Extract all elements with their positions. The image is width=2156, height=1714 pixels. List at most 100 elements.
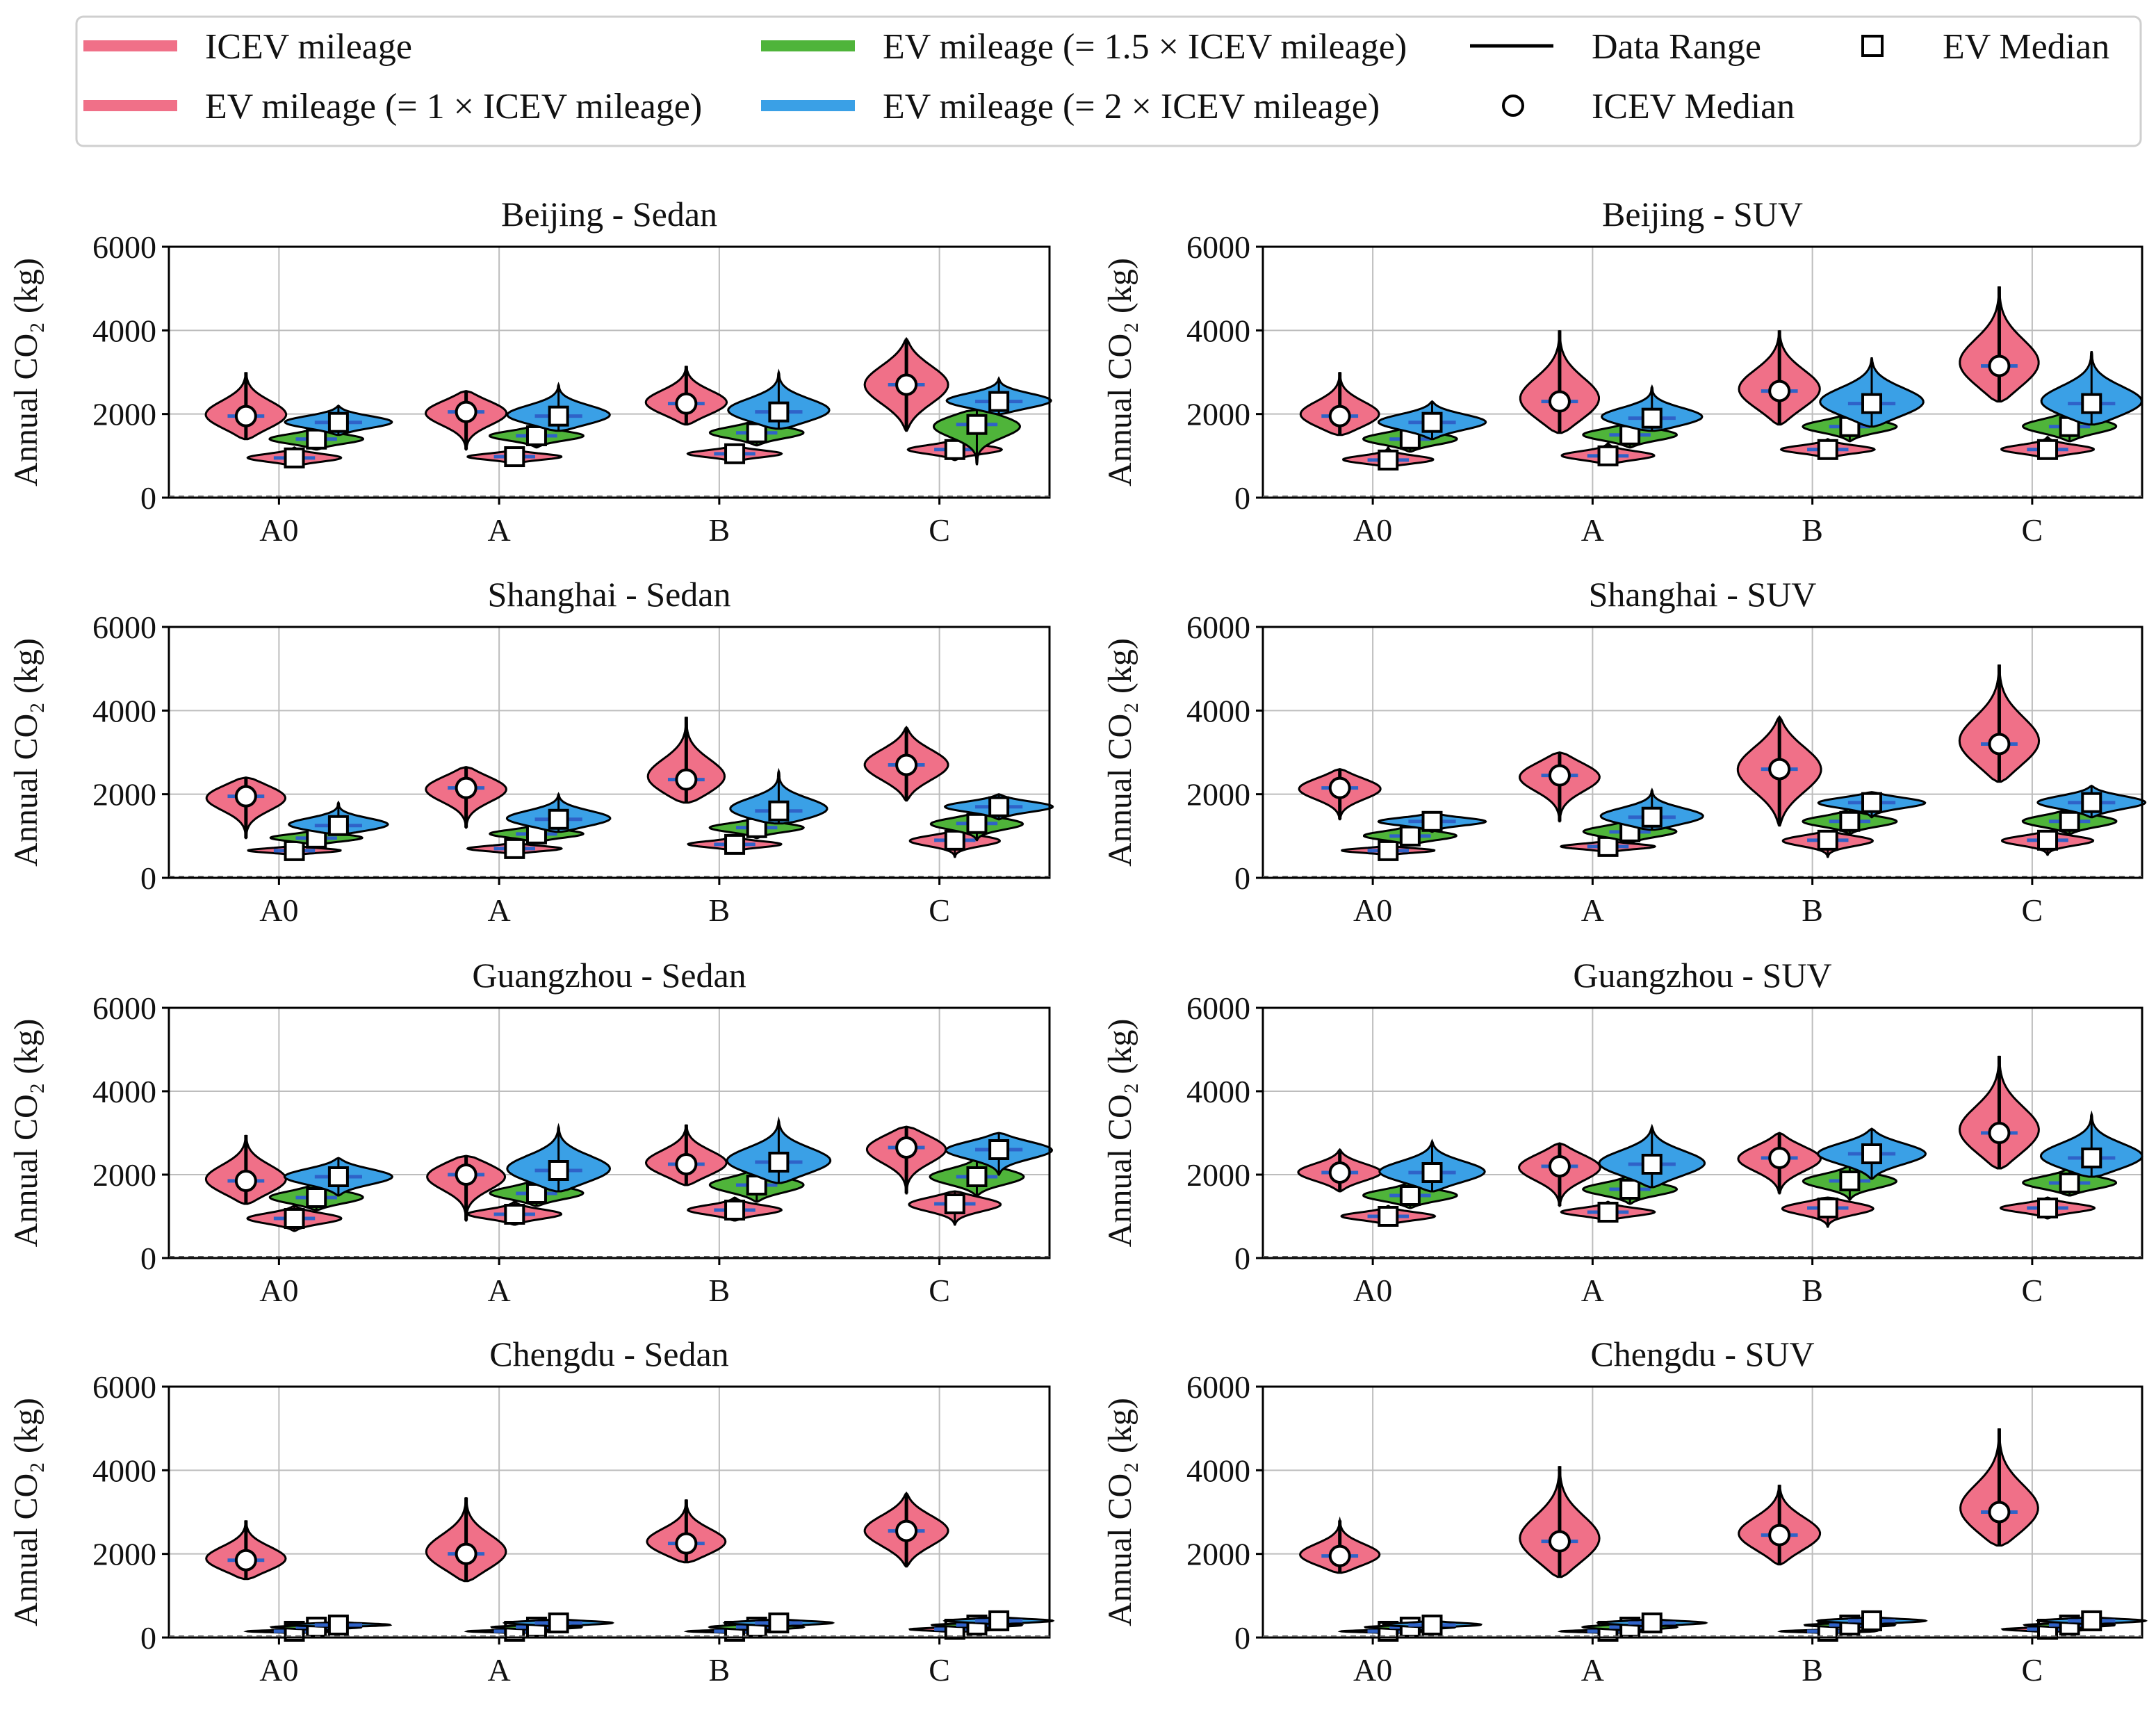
y-tick-label: 0 xyxy=(1234,1241,1250,1276)
ev-median-marker-ev2 xyxy=(1641,1154,1663,1175)
icev-median-marker xyxy=(1768,379,1791,402)
ev-median-marker-ev2 xyxy=(327,411,349,433)
ev-median-marker-ev2 xyxy=(1861,1143,1883,1164)
y-tick-label: 6000 xyxy=(92,1369,156,1405)
legend-item-ev1: EV mileage (= 1 × ICEV mileage) xyxy=(83,87,702,126)
ev-median-marker-ev2 xyxy=(1641,806,1663,828)
x-tick-label: C xyxy=(929,892,950,928)
x-tick-label: B xyxy=(1802,1652,1823,1688)
legend-item-icev_median: ICEV Median xyxy=(1502,87,1795,126)
panel-title: Beijing - Sedan xyxy=(501,195,717,234)
y-tick-label: 0 xyxy=(140,860,156,896)
y-axis-label: Annual CO₂ (kg) xyxy=(8,258,44,487)
ev-median-marker-ev2 xyxy=(2081,1610,2102,1631)
panel-7: 0 2000 4000 6000 A0 A B C Chengdu - SUV Annual CO… xyxy=(1102,1335,2148,1688)
ev-median-marker-ev15 xyxy=(2059,1173,2080,1193)
y-axis-label: Annual CO₂ (kg) xyxy=(1102,258,1138,487)
icev-median-marker xyxy=(895,1136,918,1159)
ev-median-marker-ev1 xyxy=(724,833,746,855)
axes-frame xyxy=(168,1385,1051,1639)
x-tick-label: C xyxy=(929,1273,950,1308)
icev-median-marker xyxy=(895,753,918,776)
x-tick-label: A xyxy=(1581,892,1604,928)
panel-5: 0 2000 4000 6000 A0 A B C Guangzhou - SUV Annual … xyxy=(1102,956,2143,1308)
legend-label-ev15: EV mileage (= 1.5 × ICEV mileage) xyxy=(883,27,1407,67)
y-tick-label: 6000 xyxy=(1186,610,1250,645)
y-tick-label: 0 xyxy=(140,1241,156,1276)
legend-label-ev2: EV mileage (= 2 × ICEV mileage) xyxy=(883,87,1380,126)
x-tick-label: A xyxy=(488,892,511,928)
ev-median-marker-ev15 xyxy=(2059,810,2080,832)
x-tick-label: A0 xyxy=(1353,1652,1392,1688)
icev-median-marker xyxy=(455,1542,477,1565)
ev-median-marker-ev15 xyxy=(1839,810,1861,832)
y-tick-label: 2000 xyxy=(1186,397,1250,432)
ev-median-marker-ev15 xyxy=(1399,1185,1421,1206)
x-tick-label: A xyxy=(488,1273,511,1308)
y-axis-label: Annual CO₂ (kg) xyxy=(8,1398,44,1626)
y-tick-label: 0 xyxy=(140,1620,156,1656)
axes-frame xyxy=(1261,1385,2143,1639)
icev-median-marker xyxy=(234,1549,257,1572)
legend-item-ev15: EV mileage (= 1.5 × ICEV mileage) xyxy=(761,27,1407,67)
axes-frame xyxy=(1261,245,2143,499)
legend-label-ev1: EV mileage (= 1 × ICEV mileage) xyxy=(205,87,702,126)
x-tick-label: C xyxy=(2022,512,2043,548)
ev-median-marker-ev1 xyxy=(284,1208,305,1229)
y-tick-label: 4000 xyxy=(1186,693,1250,728)
panel-6: 0 2000 4000 6000 A0 A B C Chengdu - Sedan Annual … xyxy=(8,1335,1055,1688)
legend-item-ev2: EV mileage (= 2 × ICEV mileage) xyxy=(761,87,1380,126)
ev-median-marker-ev1 xyxy=(1378,449,1399,471)
ev-median-marker-ev2 xyxy=(768,1152,790,1173)
icev-median-marker xyxy=(895,373,918,396)
x-tick-label: A0 xyxy=(1353,892,1392,928)
x-tick-label: C xyxy=(2022,892,2043,928)
panel-3: 0 2000 4000 6000 A0 A B C Shanghai - SUV Annual C… xyxy=(1102,575,2147,928)
ev-median-marker-ev1 xyxy=(724,1200,746,1221)
ev-median-marker-ev1 xyxy=(1817,829,1838,851)
legend-swatch-ev2 xyxy=(761,100,855,111)
panel-title: Shanghai - Sedan xyxy=(488,575,731,614)
panel-2: 0 2000 4000 6000 A0 A B C Shanghai - Sedan Annual… xyxy=(8,575,1054,928)
axes-frame xyxy=(1261,1006,2143,1259)
axes-frame xyxy=(1261,626,2143,879)
y-tick-label: 6000 xyxy=(1186,990,1250,1026)
ev-median-marker-ev1 xyxy=(944,439,965,460)
y-tick-label: 2000 xyxy=(92,1157,156,1193)
ev-median-marker-ev1 xyxy=(284,447,305,468)
ev-median-marker-ev2 xyxy=(988,1139,1010,1160)
legend-swatch-icev xyxy=(83,40,177,51)
ev-median-marker-ev1 xyxy=(284,840,305,861)
ev-median-marker-ev2 xyxy=(1641,407,1663,429)
x-tick-label: C xyxy=(929,512,950,548)
ev-median-marker-ev1 xyxy=(504,446,525,468)
y-tick-label: 0 xyxy=(1234,860,1250,896)
ev-median-marker-ev15 xyxy=(306,428,327,450)
x-tick-label: A0 xyxy=(259,892,298,928)
x-tick-label: C xyxy=(929,1652,950,1688)
icev-median-marker xyxy=(455,400,477,423)
x-tick-label: C xyxy=(2022,1273,2043,1308)
icev-median-marker xyxy=(675,392,698,415)
ev-median-marker-ev15 xyxy=(1839,1170,1861,1191)
icev-median-marker xyxy=(455,776,477,799)
ev-median-marker-ev2 xyxy=(2081,1148,2102,1168)
x-tick-label: B xyxy=(709,1273,730,1308)
ev-median-marker-ev15 xyxy=(966,813,988,834)
x-tick-label: A0 xyxy=(259,1652,298,1688)
ev-median-marker-ev2 xyxy=(768,1612,790,1633)
ev-median-marker-ev2 xyxy=(548,405,569,427)
icev-median-marker xyxy=(1988,733,2011,756)
x-tick-label: B xyxy=(709,892,730,928)
icev-median-marker xyxy=(675,768,698,791)
y-tick-label: 4000 xyxy=(92,313,156,348)
panel-0: 0 2000 4000 6000 A0 A B C Beijing - Sedan Annual … xyxy=(8,195,1052,548)
icev-median-marker xyxy=(1548,390,1571,413)
ev-median-marker-ev1 xyxy=(504,838,525,859)
legend-item-range: Data Range xyxy=(1470,27,1761,67)
y-axis-label: Annual CO₂ (kg) xyxy=(1102,638,1138,867)
ev-median-marker-ev1 xyxy=(2037,439,2059,460)
axes-frame xyxy=(168,245,1051,499)
ev-median-marker-ev1 xyxy=(2037,1198,2059,1218)
